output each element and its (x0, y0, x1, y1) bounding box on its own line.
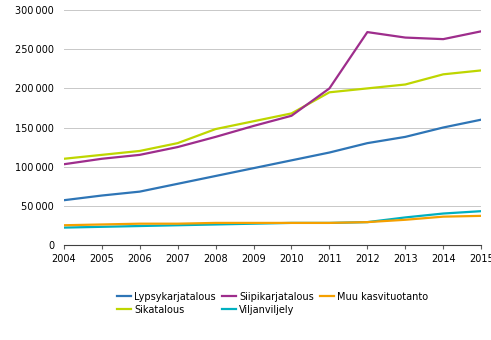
Siipikarjatalous (327, 86, 332, 90)
Sikatalous (99, 153, 105, 157)
Muu kasvituotanto (289, 221, 295, 225)
Siipikarjatalous (175, 145, 181, 149)
Lypsykarjatalous (289, 158, 295, 163)
Siipikarjatalous (289, 114, 295, 118)
Viljanviljely (289, 221, 295, 225)
Line: Siipikarjatalous: Siipikarjatalous (64, 31, 481, 164)
Lypsykarjatalous (364, 141, 370, 145)
Viljanviljely (327, 221, 332, 225)
Sikatalous (137, 149, 143, 153)
Viljanviljely (99, 225, 105, 229)
Line: Sikatalous: Sikatalous (64, 70, 481, 159)
Siipikarjatalous (137, 153, 143, 157)
Siipikarjatalous (440, 37, 446, 41)
Sikatalous (440, 72, 446, 76)
Lypsykarjatalous (440, 125, 446, 130)
Siipikarjatalous (250, 124, 256, 128)
Siipikarjatalous (364, 30, 370, 34)
Sikatalous (175, 141, 181, 145)
Siipikarjatalous (402, 36, 408, 40)
Lypsykarjatalous (137, 190, 143, 194)
Sikatalous (478, 68, 484, 72)
Viljanviljely (137, 224, 143, 228)
Viljanviljely (364, 220, 370, 224)
Muu kasvituotanto (213, 221, 218, 225)
Lypsykarjatalous (175, 182, 181, 186)
Viljanviljely (175, 223, 181, 227)
Lypsykarjatalous (61, 198, 67, 202)
Viljanviljely (250, 222, 256, 226)
Lypsykarjatalous (213, 174, 218, 178)
Viljanviljely (440, 211, 446, 216)
Lypsykarjatalous (250, 166, 256, 170)
Viljanviljely (478, 209, 484, 213)
Legend: Lypsykarjatalous, Sikatalous, Siipikarjatalous, Viljanviljely, Muu kasvituotanto: Lypsykarjatalous, Sikatalous, Siipikarja… (117, 292, 428, 315)
Viljanviljely (61, 225, 67, 230)
Siipikarjatalous (61, 162, 67, 166)
Muu kasvituotanto (327, 221, 332, 225)
Lypsykarjatalous (99, 193, 105, 198)
Muu kasvituotanto (478, 214, 484, 218)
Sikatalous (402, 83, 408, 87)
Muu kasvituotanto (137, 222, 143, 226)
Muu kasvituotanto (440, 215, 446, 219)
Sikatalous (364, 86, 370, 90)
Muu kasvituotanto (99, 222, 105, 226)
Muu kasvituotanto (61, 223, 67, 227)
Viljanviljely (402, 216, 408, 220)
Siipikarjatalous (478, 29, 484, 33)
Muu kasvituotanto (250, 221, 256, 225)
Viljanviljely (213, 222, 218, 226)
Sikatalous (327, 90, 332, 94)
Line: Lypsykarjatalous: Lypsykarjatalous (64, 120, 481, 200)
Siipikarjatalous (213, 135, 218, 139)
Muu kasvituotanto (175, 222, 181, 226)
Lypsykarjatalous (402, 135, 408, 139)
Lypsykarjatalous (478, 118, 484, 122)
Line: Viljanviljely: Viljanviljely (64, 211, 481, 227)
Siipikarjatalous (99, 157, 105, 161)
Muu kasvituotanto (364, 220, 370, 224)
Sikatalous (61, 157, 67, 161)
Line: Muu kasvituotanto: Muu kasvituotanto (64, 216, 481, 225)
Sikatalous (250, 119, 256, 123)
Lypsykarjatalous (327, 151, 332, 155)
Sikatalous (289, 112, 295, 116)
Muu kasvituotanto (402, 218, 408, 222)
Sikatalous (213, 127, 218, 131)
